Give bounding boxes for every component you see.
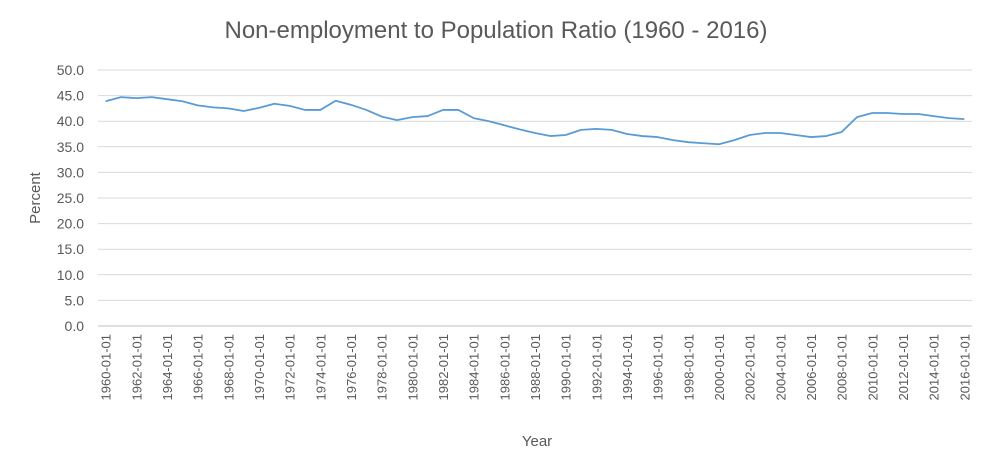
x-tick-label: 2004-01-01 — [773, 334, 788, 401]
y-tick-label: 20.0 — [57, 216, 84, 232]
x-tick-label: 2010-01-01 — [865, 334, 880, 401]
x-tick-label: 1976-01-01 — [344, 334, 359, 401]
x-tick-label: 1998-01-01 — [681, 334, 696, 401]
x-tick-label: 1962-01-01 — [129, 334, 144, 401]
x-tick-label: 1988-01-01 — [528, 334, 543, 401]
x-tick-label: 1964-01-01 — [160, 334, 175, 401]
x-tick-label: 2016-01-01 — [957, 334, 972, 401]
x-tick-label: 1986-01-01 — [497, 334, 512, 401]
x-tick-label: 1982-01-01 — [436, 334, 451, 401]
y-tick-label: 50.0 — [57, 62, 84, 78]
x-tick-label: 1984-01-01 — [467, 334, 482, 401]
y-axis-label: Percent — [27, 171, 44, 224]
x-tick-label: 1972-01-01 — [283, 334, 298, 401]
y-tick-label: 30.0 — [57, 164, 84, 180]
chart-title: Non-employment to Population Ratio (1960… — [225, 17, 768, 44]
y-tick-label: 35.0 — [57, 139, 84, 155]
y-tick-label: 10.0 — [57, 267, 84, 283]
y-tick-label: 0.0 — [65, 318, 85, 334]
x-tick-label: 1994-01-01 — [620, 334, 635, 401]
y-tick-label: 25.0 — [57, 190, 84, 206]
x-tick-label: 1966-01-01 — [191, 334, 206, 401]
y-tick-label: 15.0 — [57, 241, 84, 257]
series-line — [105, 96, 965, 146]
y-tick-label: 40.0 — [57, 113, 84, 129]
series-layer — [105, 96, 965, 146]
x-tick-label: 1974-01-01 — [313, 334, 328, 401]
x-tick-label: 1990-01-01 — [559, 334, 574, 401]
x-tick-label: 2012-01-01 — [896, 334, 911, 401]
y-tick-label: 5.0 — [65, 292, 85, 308]
x-tick-label: 1996-01-01 — [651, 334, 666, 401]
x-tick-label: 1992-01-01 — [589, 334, 604, 401]
x-tick-label: 2000-01-01 — [712, 334, 727, 401]
x-tick-label: 1978-01-01 — [375, 334, 390, 401]
x-axis-ticks: 1960-01-01 1962-01-01 1964-01-01 1966-01-01… — [99, 334, 973, 401]
x-tick-label: 2008-01-01 — [835, 334, 850, 401]
x-tick-label: 2002-01-01 — [743, 334, 758, 401]
x-tick-label: 2006-01-01 — [804, 334, 819, 401]
x-tick-label: 1960-01-01 — [99, 334, 114, 401]
x-tick-label: 1980-01-01 — [405, 334, 420, 401]
x-tick-label: 1968-01-01 — [221, 334, 236, 401]
x-tick-label: 1970-01-01 — [252, 334, 267, 401]
x-axis-label: Year — [522, 433, 552, 450]
gridlines — [98, 69, 972, 301]
x-tick-label: 2014-01-01 — [927, 334, 942, 401]
y-axis-ticks: 0.0 5.0 10.0 15.0 20.0 25.0 30.0 35.0 40.0 45.0 50… — [57, 62, 84, 334]
y-tick-label: 45.0 — [57, 88, 84, 104]
